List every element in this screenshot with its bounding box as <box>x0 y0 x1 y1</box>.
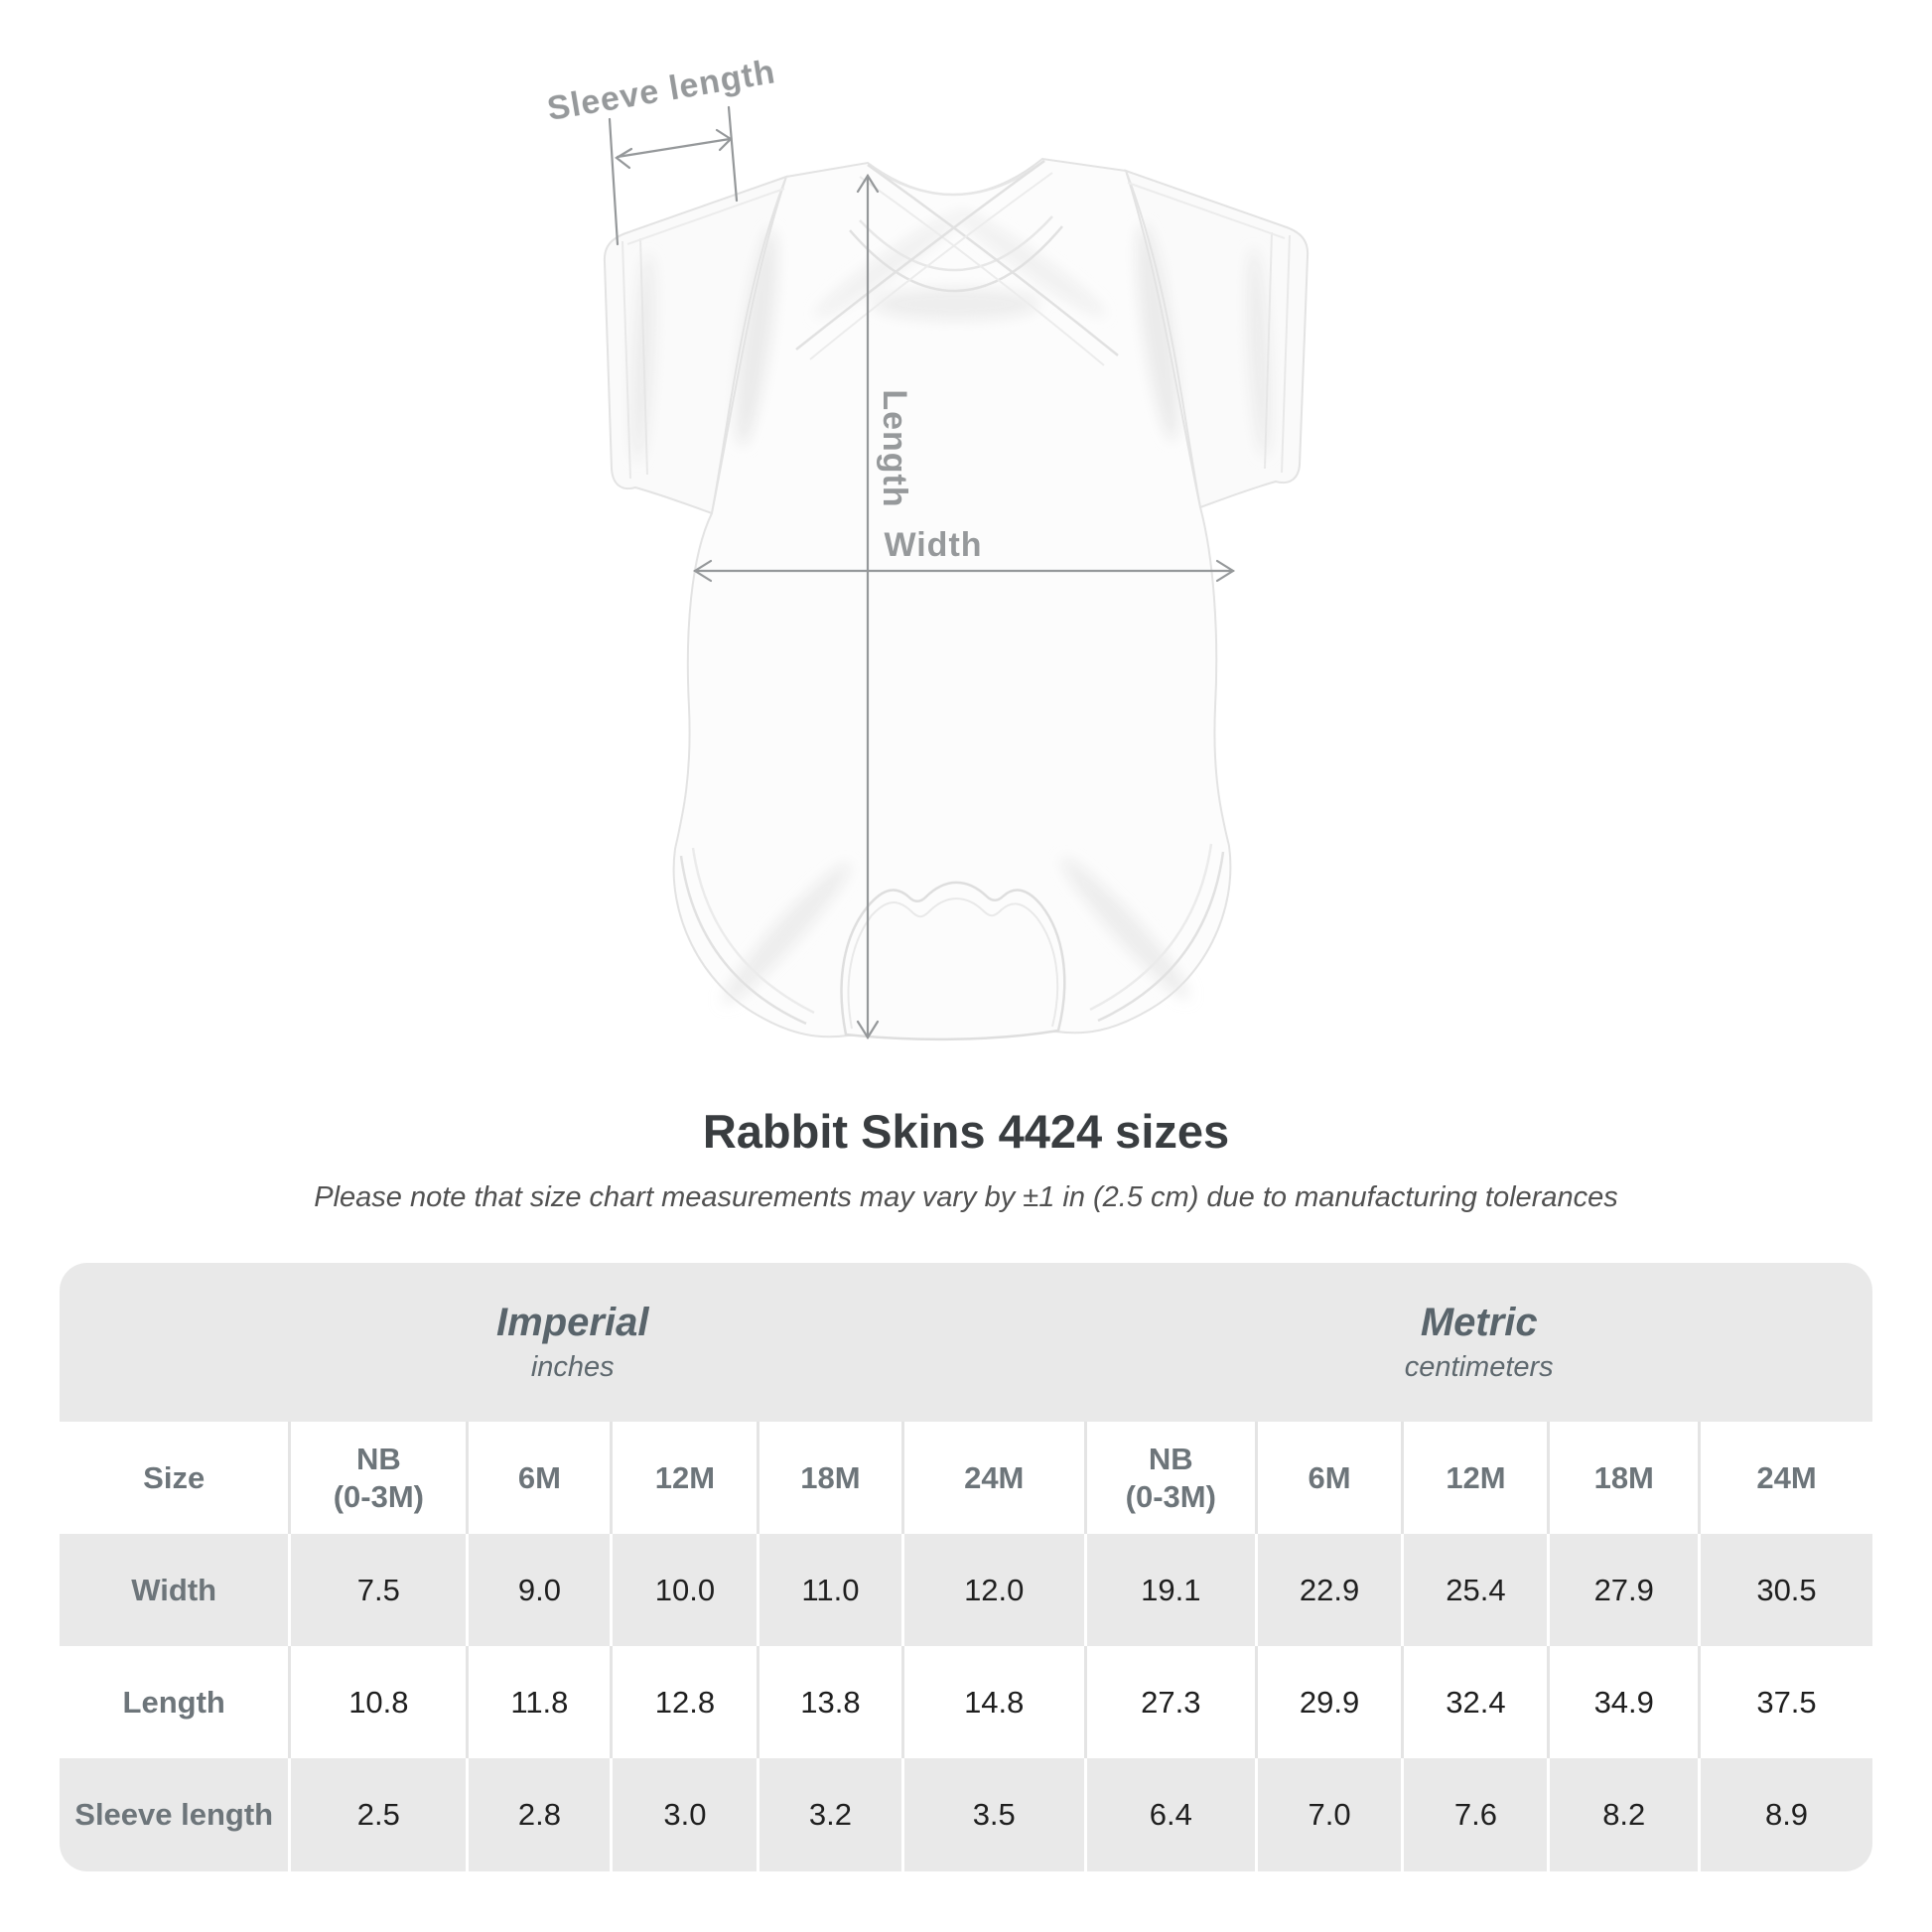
table-cell: 11.8 <box>466 1646 612 1758</box>
size-col-header: NB (0-3M) <box>288 1422 468 1534</box>
table-cell: 12.0 <box>900 1534 1086 1646</box>
crotch-flap <box>840 881 1066 1041</box>
table-cell: 3.5 <box>900 1758 1086 1871</box>
size-col-header: 24M <box>1698 1422 1872 1534</box>
sleeve-length-row: Sleeve length 2.5 2.8 3.0 3.2 3.5 6.4 7.… <box>60 1758 1872 1871</box>
width-arrowhead-left <box>692 559 713 583</box>
bodysuit-diagram: Sleeve length Length Width <box>545 53 1310 1041</box>
neckline-seams <box>626 159 1286 366</box>
table-cell: 11.0 <box>757 1534 903 1646</box>
size-col-header: 12M <box>610 1422 759 1534</box>
table-cell: 12.8 <box>610 1646 759 1758</box>
table-cell: 6.4 <box>1083 1758 1257 1871</box>
imperial-group-header: Imperial inches <box>60 1263 1086 1422</box>
left-leg-binding <box>679 855 807 1026</box>
table-cell: 34.9 <box>1547 1646 1700 1758</box>
units-header-band: Imperial inches Metric centimeters <box>60 1263 1872 1422</box>
crotch-flap-binding <box>847 897 1059 1030</box>
table-cell: 7.5 <box>288 1534 468 1646</box>
neck-scoop-inner <box>859 215 1053 272</box>
back-neck-edge <box>867 159 1045 197</box>
width-label: Width <box>884 526 982 564</box>
size-col-header: NB (0-3M) <box>1083 1422 1257 1534</box>
right-lap-flap-binding <box>809 172 1053 360</box>
neck-scoop-outer <box>849 225 1063 293</box>
table-cell: 14.8 <box>900 1646 1086 1758</box>
size-col-header: 18M <box>757 1422 903 1534</box>
page-title: Rabbit Skins 4424 sizes <box>702 1105 1230 1158</box>
row-label: Sleeve length <box>74 1797 274 1832</box>
metric-title: Metric <box>1420 1301 1538 1344</box>
left-shoulder-binding <box>626 188 785 245</box>
sleeve-arrow-line <box>616 137 732 159</box>
table-cell: 32.4 <box>1401 1646 1549 1758</box>
metric-units: centimeters <box>1404 1351 1554 1383</box>
length-arrowhead-bottom <box>856 1020 880 1040</box>
right-leg-binding-inner <box>1089 843 1213 1012</box>
table-cell: 29.9 <box>1254 1646 1403 1758</box>
size-col-header: 6M <box>1254 1422 1403 1534</box>
left-lap-flap-edge <box>867 163 1119 356</box>
measurement-annotations <box>608 105 1236 1040</box>
table-cell: 7.0 <box>1254 1758 1403 1871</box>
table-cell: 10.0 <box>610 1534 759 1646</box>
width-row: Width 7.5 9.0 10.0 11.0 12.0 19.1 22.9 2… <box>60 1534 1872 1646</box>
table-cell: 13.8 <box>757 1646 903 1758</box>
length-row: Length 10.8 11.8 12.8 13.8 14.8 27.3 29.… <box>60 1646 1872 1758</box>
right-leg-binding <box>1097 851 1225 1023</box>
table-cell: 3.0 <box>610 1758 759 1871</box>
length-arrowhead-top <box>856 173 880 194</box>
right-shoulder-binding <box>1127 182 1286 239</box>
table-cell: 30.5 <box>1698 1534 1872 1646</box>
table-cell: 8.2 <box>1547 1758 1700 1871</box>
table-cell: 27.9 <box>1547 1534 1700 1646</box>
table-cell: 2.5 <box>288 1758 468 1871</box>
length-label: Length <box>876 389 913 507</box>
size-column-label: Size <box>143 1459 206 1495</box>
table-cell: 9.0 <box>466 1534 612 1646</box>
width-arrowhead-right <box>1215 559 1236 583</box>
size-table: Imperial inches Metric centimeters Size … <box>60 1263 1872 1871</box>
row-label: Length <box>122 1684 225 1720</box>
table-cell: 3.2 <box>757 1758 903 1871</box>
size-col-header: 18M <box>1547 1422 1700 1534</box>
left-leg-binding-inner <box>691 847 815 1015</box>
table-cell: 25.4 <box>1401 1534 1549 1646</box>
table-cell: 8.9 <box>1698 1758 1872 1871</box>
sleeve-length-label: Sleeve length <box>545 53 778 128</box>
imperial-units: inches <box>530 1351 615 1383</box>
table-cell: 27.3 <box>1083 1646 1257 1758</box>
size-col-header: 12M <box>1401 1422 1549 1534</box>
row-label: Width <box>131 1572 217 1607</box>
metric-group-header: Metric centimeters <box>1086 1263 1872 1422</box>
sleeve-extension-tick-right <box>727 105 739 203</box>
leg-bindings <box>679 843 1225 1026</box>
table-cell: 37.5 <box>1698 1646 1872 1758</box>
tolerance-note: Please note that size chart measurements… <box>314 1181 1618 1213</box>
table-cell: 19.1 <box>1083 1534 1257 1646</box>
table-cell: 22.9 <box>1254 1534 1403 1646</box>
table-cell: 10.8 <box>288 1646 468 1758</box>
table-cell: 2.8 <box>466 1758 612 1871</box>
sleeve-arrowhead-left <box>615 147 633 170</box>
table-cell: 7.6 <box>1401 1758 1549 1871</box>
size-header-row: Size NB (0-3M) 6M 12M 18M 24M NB (0-3M) 6M… <box>60 1422 1872 1534</box>
right-lap-flap-edge <box>795 159 1045 350</box>
left-lap-flap-binding <box>859 176 1105 366</box>
size-col-header: 6M <box>466 1422 612 1534</box>
measurements-table: Size NB (0-3M) 6M 12M 18M 24M NB (0-3M) 6M… <box>60 1422 1872 1871</box>
sleeve-extension-tick-left <box>608 117 620 246</box>
size-col-header: 24M <box>900 1422 1086 1534</box>
imperial-title: Imperial <box>496 1301 649 1344</box>
